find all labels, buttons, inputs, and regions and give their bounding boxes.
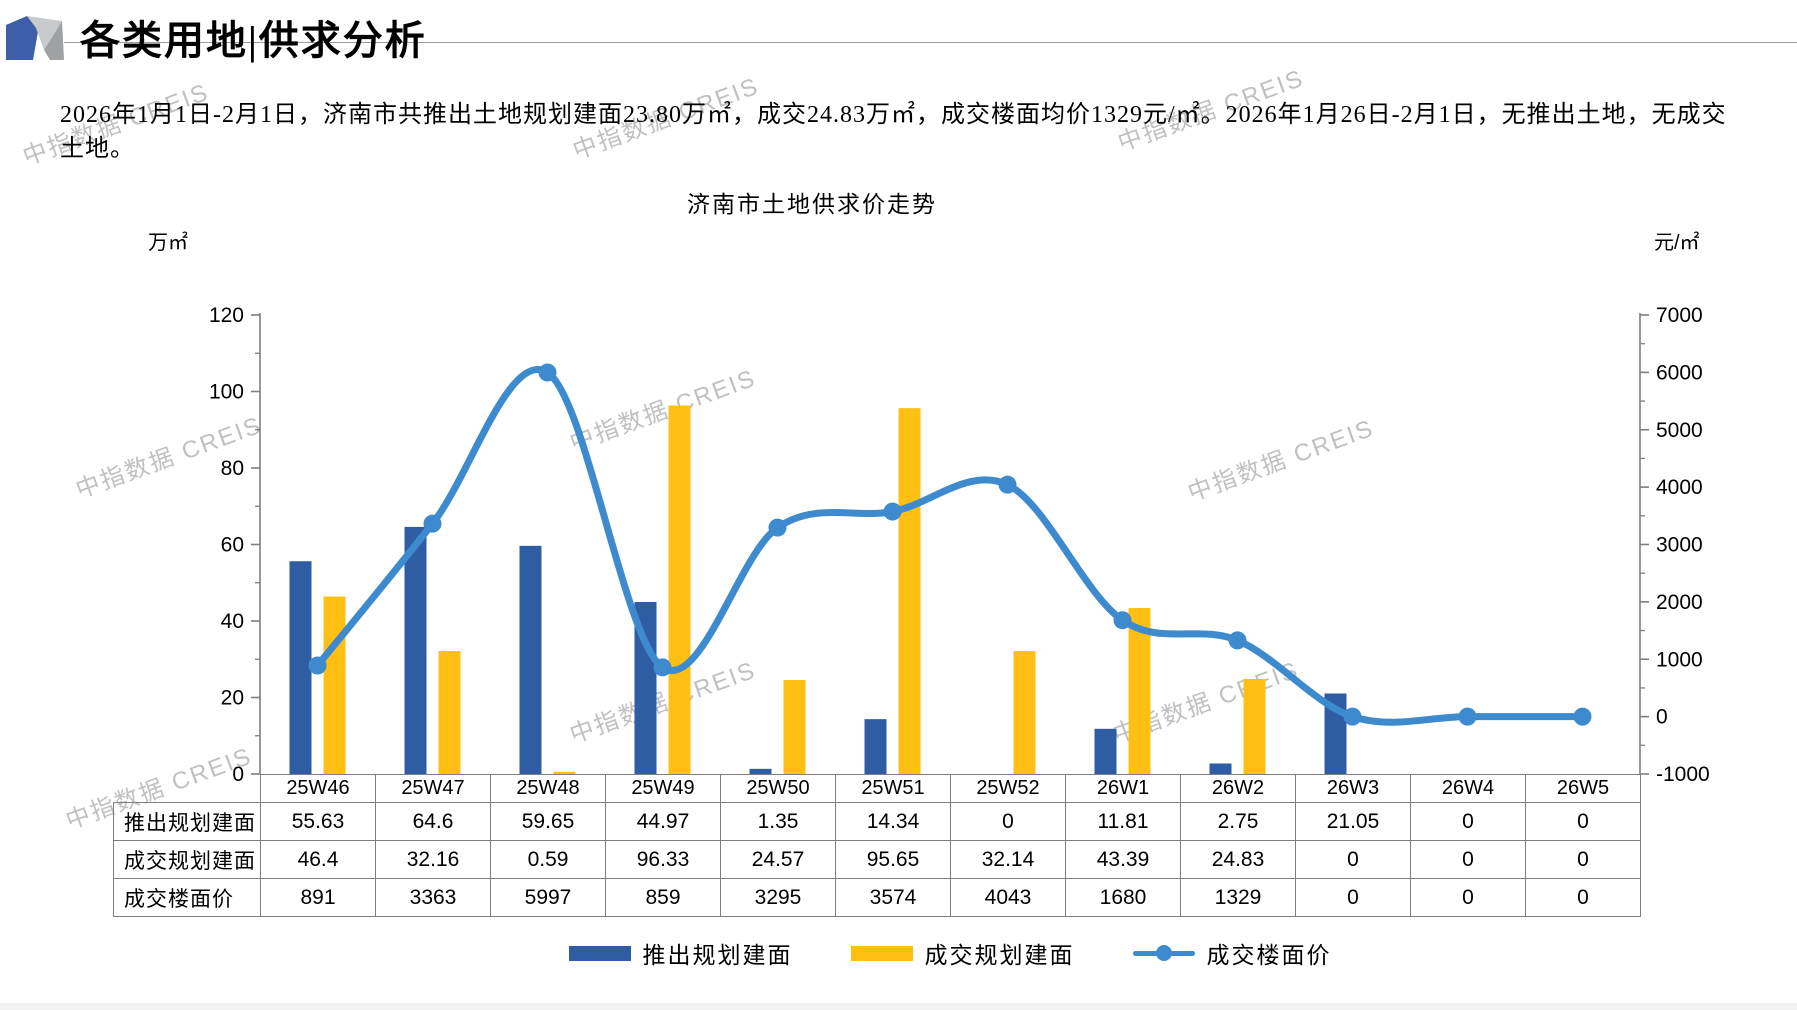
watermark-text: 中指数据 CREIS bbox=[566, 364, 760, 458]
legend-line-swatch-icon bbox=[1132, 944, 1195, 962]
legend-item: 成交楼面价 bbox=[1132, 936, 1332, 970]
column-header: 25W49 bbox=[605, 774, 721, 803]
table-cell: 96.33 bbox=[605, 840, 721, 879]
svg-text:20: 20 bbox=[221, 687, 244, 710]
right-axis-unit-label: 元/㎡ bbox=[1654, 232, 1700, 254]
table-cell: 0 bbox=[1410, 840, 1526, 879]
table-cell: 32.16 bbox=[375, 840, 491, 879]
svg-text:7000: 7000 bbox=[1656, 304, 1703, 327]
table-cell: 5997 bbox=[490, 878, 606, 917]
svg-text:0: 0 bbox=[1656, 706, 1668, 729]
column-header: 25W51 bbox=[835, 774, 951, 803]
legend-bar-swatch-icon bbox=[850, 945, 913, 961]
watermark-text: 中指数据 CREIS bbox=[1109, 656, 1303, 750]
watermark-text: 中指数据 CREIS bbox=[1184, 414, 1378, 508]
svg-text:120: 120 bbox=[209, 304, 244, 327]
table-cell: 4043 bbox=[950, 878, 1066, 917]
column-header: 26W5 bbox=[1525, 774, 1641, 803]
table-cell: 0 bbox=[1410, 802, 1526, 841]
chart-legend: 推出规划建面 成交规划建面 成交楼面价 bbox=[260, 936, 1640, 970]
row-header: 成交规划建面 bbox=[113, 840, 261, 879]
column-header: 25W52 bbox=[950, 774, 1066, 803]
svg-text:5000: 5000 bbox=[1656, 419, 1703, 442]
table-cell: 859 bbox=[605, 878, 721, 917]
svg-text:3000: 3000 bbox=[1656, 534, 1703, 557]
page-title: 各类用地|供求分析 bbox=[80, 18, 427, 63]
table-cell: 14.34 bbox=[835, 802, 951, 841]
chart-title: 济南市土地供求价走势 bbox=[687, 192, 937, 217]
table-cell: 0 bbox=[950, 802, 1066, 841]
svg-text:2000: 2000 bbox=[1656, 591, 1703, 614]
table-cell: 3363 bbox=[375, 878, 491, 917]
table-header-row: 25W46 25W47 25W48 25W49 25W50 25W51 25W52 26W1 2… bbox=[114, 774, 1641, 803]
svg-text:4000: 4000 bbox=[1656, 476, 1703, 499]
column-header: 26W2 bbox=[1180, 774, 1296, 803]
summary-text: 2026年1月1日-2月1日，济南市共推出土地规划建面23.80万㎡，成交24.… bbox=[60, 102, 1727, 162]
table-cell: 1.35 bbox=[720, 802, 836, 841]
table-cell: 3574 bbox=[835, 878, 951, 917]
legend-label: 推出规划建面 bbox=[642, 943, 793, 968]
table-cell: 0 bbox=[1295, 878, 1411, 917]
svg-text:1000: 1000 bbox=[1656, 648, 1703, 671]
table-cell: 0 bbox=[1525, 878, 1641, 917]
legend-label: 成交规划建面 bbox=[924, 943, 1075, 968]
table-cell: 95.65 bbox=[835, 840, 951, 879]
table-cell: 59.65 bbox=[490, 802, 606, 841]
legend-bar-swatch-icon bbox=[568, 945, 631, 961]
column-header: 26W3 bbox=[1295, 774, 1411, 803]
table-cell: 24.57 bbox=[720, 840, 836, 879]
legend-item: 推出规划建面 bbox=[568, 936, 793, 970]
row-header: 成交楼面价 bbox=[113, 878, 261, 917]
row-header: 推出规划建面 bbox=[113, 802, 261, 841]
column-header: 25W46 bbox=[260, 774, 376, 803]
table-cell: 0 bbox=[1295, 840, 1411, 879]
legend-item: 成交规划建面 bbox=[850, 936, 1075, 970]
table-cell: 11.81 bbox=[1065, 802, 1181, 841]
svg-text:40: 40 bbox=[221, 610, 244, 633]
table-cell: 1329 bbox=[1180, 878, 1296, 917]
table-row: 推出规划建面 55.63 64.6 59.65 44.97 1.35 14.34 0 11.81… bbox=[113, 802, 1641, 841]
table-cell: 1680 bbox=[1065, 878, 1181, 917]
logo bbox=[6, 16, 64, 60]
column-header: 25W50 bbox=[720, 774, 836, 803]
table-cell: 0 bbox=[1525, 840, 1641, 879]
column-header: 26W4 bbox=[1410, 774, 1526, 803]
table-row: 成交规划建面 46.4 32.16 0.59 96.33 24.57 95.65 32.14 4… bbox=[113, 840, 1641, 879]
svg-text:60: 60 bbox=[221, 534, 244, 557]
svg-text:-1000: -1000 bbox=[1656, 763, 1710, 786]
column-header: 26W1 bbox=[1065, 774, 1181, 803]
legend-label: 成交楼面价 bbox=[1206, 943, 1332, 968]
table-cell: 2.75 bbox=[1180, 802, 1296, 841]
watermark-text: 中指数据 CREIS bbox=[72, 411, 266, 505]
table-cell: 891 bbox=[260, 878, 376, 917]
left-axis-unit-label: 万㎡ bbox=[148, 232, 188, 254]
table-cell: 0 bbox=[1410, 878, 1526, 917]
table-cell: 55.63 bbox=[260, 802, 376, 841]
table-cell: 0 bbox=[1525, 802, 1641, 841]
table-cell: 32.14 bbox=[950, 840, 1066, 879]
table-cell: 0.59 bbox=[490, 840, 606, 879]
svg-text:6000: 6000 bbox=[1656, 361, 1703, 384]
data-table: 25W46 25W47 25W48 25W49 25W50 25W51 25W52 26W1 2… bbox=[113, 774, 1641, 917]
svg-text:80: 80 bbox=[221, 457, 244, 480]
svg-text:100: 100 bbox=[209, 381, 244, 404]
column-header: 25W47 bbox=[375, 774, 491, 803]
table-cell: 24.83 bbox=[1180, 840, 1296, 879]
table-cell: 21.05 bbox=[1295, 802, 1411, 841]
table-cell: 43.39 bbox=[1065, 840, 1181, 879]
watermark-text: 中指数据 CREIS bbox=[566, 656, 760, 750]
bottom-strip bbox=[0, 1003, 1797, 1010]
table-cell: 64.6 bbox=[375, 802, 491, 841]
table-cell: 44.97 bbox=[605, 802, 721, 841]
column-header: 25W48 bbox=[490, 774, 606, 803]
table-cell: 3295 bbox=[720, 878, 836, 917]
header-rule bbox=[64, 42, 1797, 43]
table-row: 成交楼面价 891 3363 5997 859 3295 3574 4043 1680 1329 0… bbox=[113, 878, 1641, 917]
table-cell: 46.4 bbox=[260, 840, 376, 879]
